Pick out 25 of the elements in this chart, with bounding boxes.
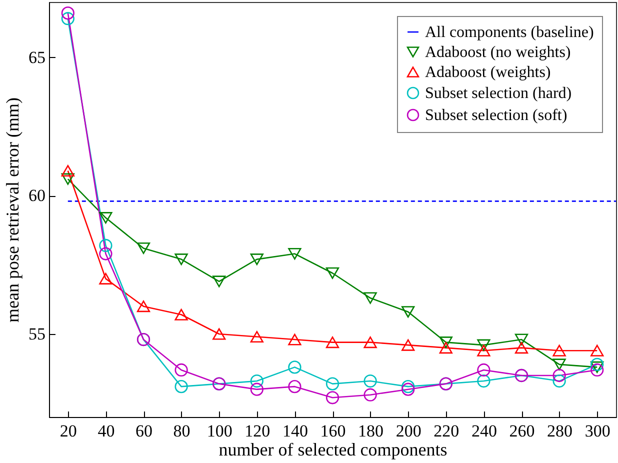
x-tick-label: 80 — [173, 422, 190, 440]
legend-label: Subset selection (hard) — [425, 85, 572, 102]
x-tick-label: 120 — [244, 422, 270, 440]
x-tick-label: 100 — [206, 422, 232, 440]
x-tick-label: 220 — [434, 422, 460, 440]
x-tick-label: 280 — [547, 422, 573, 440]
legend-label: All components (baseline) — [425, 24, 594, 41]
x-tick-label: 160 — [320, 422, 346, 440]
legend-label: Adaboost (weights) — [425, 64, 551, 81]
legend-label: Subset selection (soft) — [425, 107, 568, 124]
y-tick-label: 60 — [28, 186, 46, 206]
x-tick-label: 200 — [396, 422, 422, 440]
y-tick-label: 65 — [28, 48, 46, 67]
x-axis-title: number of selected components — [218, 440, 448, 460]
x-tick-label: 20 — [60, 422, 77, 440]
x-tick-label: 180 — [358, 422, 384, 440]
x-tick-label: 240 — [471, 422, 497, 440]
x-tick-label: 140 — [282, 422, 308, 440]
legend-label: Adaboost (no weights) — [425, 44, 571, 61]
y-axis-title: mean pose retrieval error (mm) — [2, 98, 22, 322]
x-tick-label: 60 — [136, 422, 152, 440]
x-tick-label: 260 — [509, 422, 535, 440]
x-tick-label: 300 — [584, 422, 610, 440]
y-tick-label: 55 — [28, 324, 46, 344]
x-tick-label: 40 — [98, 422, 115, 440]
